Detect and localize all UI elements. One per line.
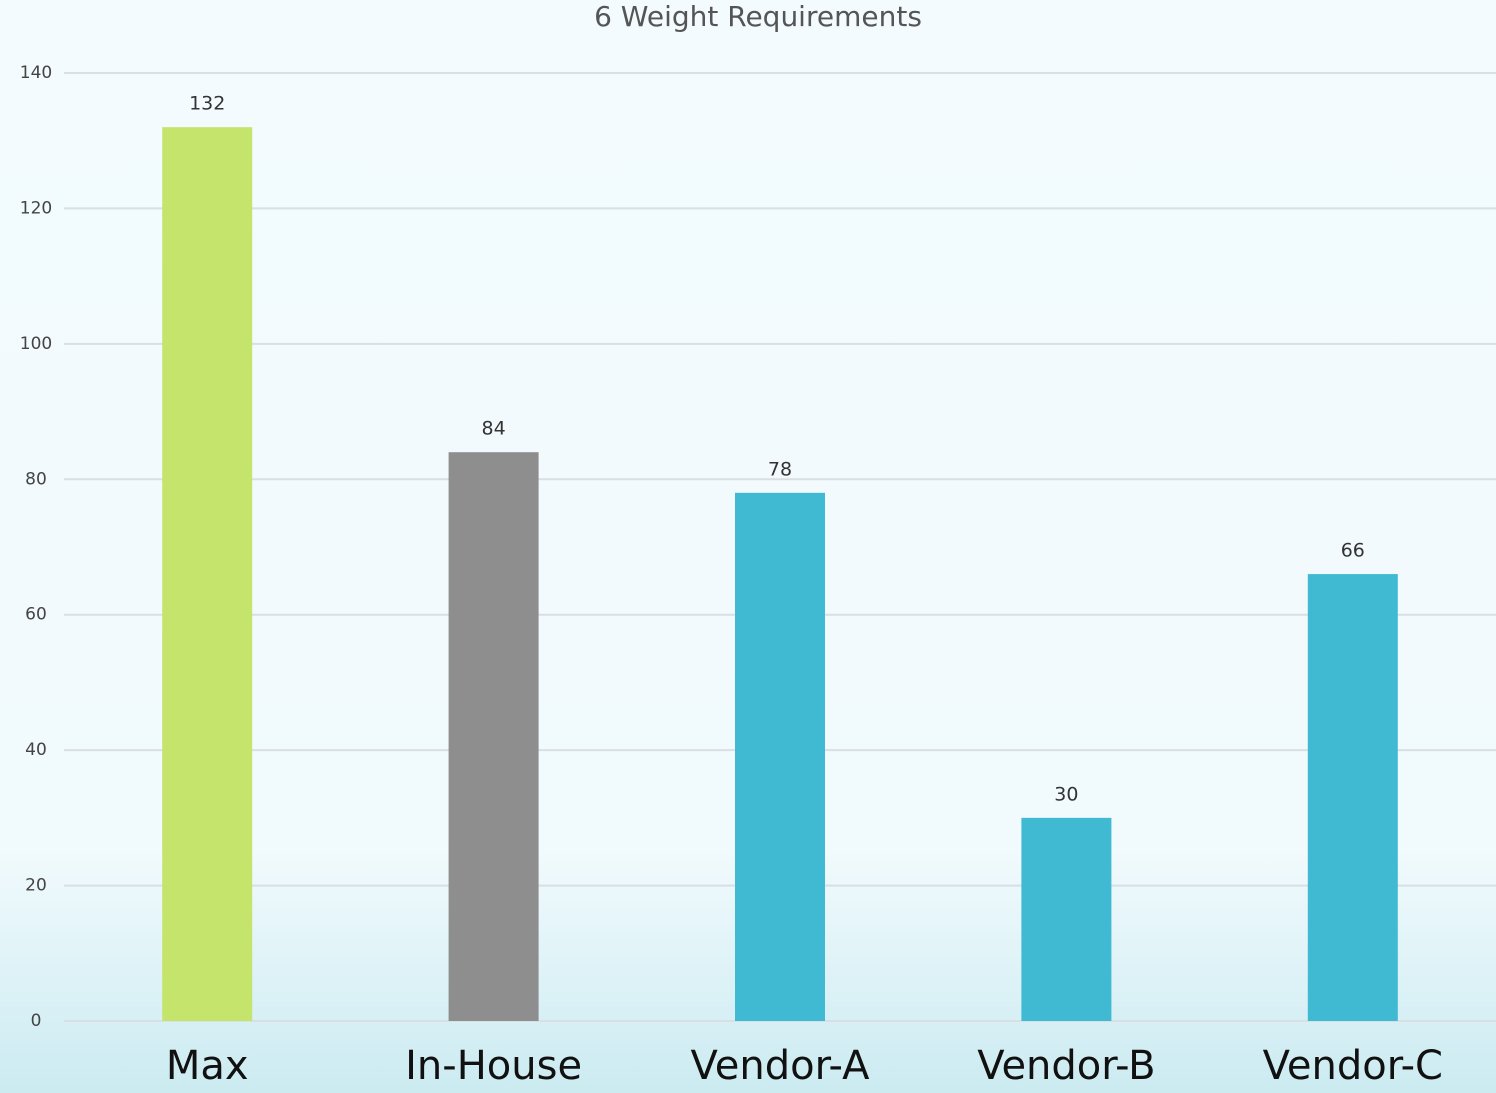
y-tick-label: 140 bbox=[20, 63, 52, 83]
y-tick-label: 80 bbox=[25, 469, 47, 489]
x-tick-label: Vendor-A bbox=[691, 1043, 871, 1089]
bar bbox=[162, 127, 253, 1021]
y-tick-label: 40 bbox=[25, 740, 47, 760]
data-label: 84 bbox=[482, 418, 506, 440]
data-label: 30 bbox=[1054, 783, 1078, 805]
x-tick-label: Vendor-B bbox=[977, 1043, 1155, 1089]
bar bbox=[448, 452, 539, 1021]
data-label: 132 bbox=[189, 93, 225, 115]
y-tick-label: 100 bbox=[20, 334, 52, 354]
bar bbox=[735, 492, 825, 1021]
y-tick-label: 0 bbox=[31, 1011, 42, 1031]
bar bbox=[1021, 817, 1112, 1021]
y-tick-label: 20 bbox=[25, 876, 47, 896]
y-tick-label: 60 bbox=[25, 605, 47, 625]
y-tick-label: 120 bbox=[20, 198, 52, 218]
chart-title: 6 Weight Requirements bbox=[594, 0, 922, 33]
bar bbox=[1307, 574, 1398, 1021]
x-tick-label: Vendor-C bbox=[1263, 1043, 1443, 1089]
x-tick-label: In-House bbox=[405, 1043, 582, 1089]
x-tick-label: Max bbox=[166, 1043, 249, 1089]
data-label: 78 bbox=[768, 458, 792, 480]
data-label: 66 bbox=[1341, 540, 1365, 562]
